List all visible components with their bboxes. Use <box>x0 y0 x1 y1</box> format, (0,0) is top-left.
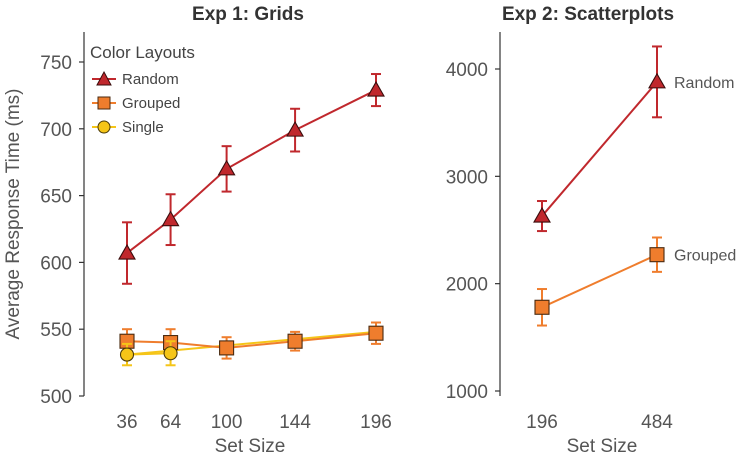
legend: Color Layouts Random Grouped Single <box>90 43 195 136</box>
x-tick-label: 100 <box>211 412 243 433</box>
data-point-single <box>163 346 178 361</box>
data-point-grouped <box>649 247 665 263</box>
legend-triangle-icon <box>96 70 112 86</box>
legend-label-grouped: Grouped <box>122 95 180 112</box>
y-tick-label: 650 <box>40 187 72 208</box>
data-point-random <box>217 159 236 176</box>
panel-exp2-scatterplots: Exp 2: Scatterplots Set Size 1000 2000 300… <box>446 4 737 456</box>
legend-circle-icon <box>97 120 111 134</box>
series-label-grouped: Grouped <box>674 248 736 265</box>
y-tick-label: 500 <box>40 387 72 408</box>
legend-label-single: Single <box>122 119 164 136</box>
data-point-random <box>286 121 305 137</box>
data-point-random <box>367 80 385 97</box>
data-point-random <box>161 210 180 227</box>
legend-square-icon <box>97 96 111 110</box>
x-ticks-exp1: 36 64 100 144 196 <box>116 412 391 433</box>
x-tick-label: 196 <box>360 412 392 433</box>
y-tick-label: 700 <box>40 120 72 141</box>
data-point-grouped <box>534 299 550 315</box>
series-line-random <box>126 89 377 254</box>
data-point-random <box>533 206 551 223</box>
y-ticks-exp1: 500 550 600 650 700 750 <box>40 53 84 408</box>
y-tick-label: 3000 <box>446 167 488 188</box>
data-point-single <box>119 347 135 362</box>
y-axis-title-exp1: Average Response Time (ms) <box>3 89 24 340</box>
plot-area-exp1 <box>118 73 385 367</box>
y-ticks-exp2: 1000 2000 3000 4000 <box>446 60 500 403</box>
series-label-random: Random <box>674 75 734 92</box>
plot-area-exp2: Random Grouped <box>533 45 736 327</box>
y-tick-label: 750 <box>40 53 72 74</box>
series-line-grouped <box>541 253 658 309</box>
legend-item-random: Random <box>92 70 179 88</box>
y-tick-label: 1000 <box>446 382 488 403</box>
data-point-random <box>118 243 136 260</box>
legend-title: Color Layouts <box>90 43 195 62</box>
y-tick-label: 4000 <box>446 60 488 81</box>
x-tick-label: 144 <box>279 412 311 433</box>
data-point-grouped <box>368 325 384 341</box>
x-axis-title-exp2: Set Size <box>567 436 638 456</box>
y-tick-label: 550 <box>40 320 72 341</box>
x-axis-title-exp1: Set Size <box>215 436 286 456</box>
data-point-grouped <box>219 340 235 356</box>
panel-title-exp2: Exp 2: Scatterplots <box>502 4 674 25</box>
legend-item-single: Single <box>92 119 164 136</box>
y-tick-label: 600 <box>40 253 72 274</box>
data-point-grouped <box>287 333 303 349</box>
series-line-random <box>541 81 658 217</box>
x-tick-label: 484 <box>641 412 673 433</box>
legend-label-random: Random <box>122 71 179 88</box>
x-tick-label: 36 <box>116 412 137 433</box>
y-tick-label: 2000 <box>446 275 488 296</box>
x-tick-label: 64 <box>160 412 182 433</box>
panel-title-exp1: Exp 1: Grids <box>192 4 304 25</box>
panel-exp1-grids: Exp 1: Grids Average Response Time (ms) … <box>3 4 392 456</box>
x-tick-label: 196 <box>526 412 558 433</box>
legend-item-grouped: Grouped <box>92 95 180 112</box>
data-point-random <box>648 72 666 89</box>
series-line-single <box>126 352 171 356</box>
x-ticks-exp2: 196 484 <box>526 412 673 433</box>
